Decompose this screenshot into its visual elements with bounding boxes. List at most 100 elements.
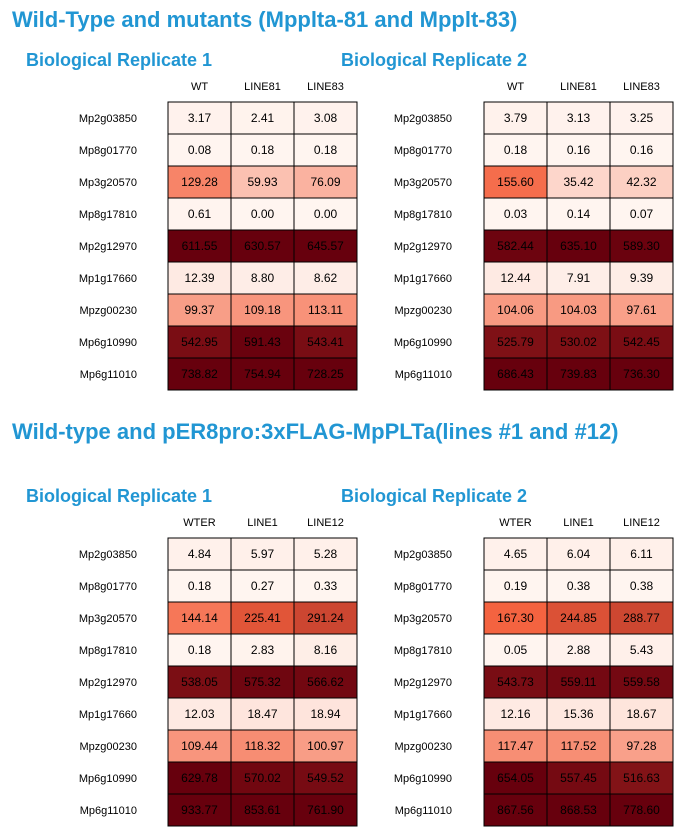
heatmap-cell	[230, 697, 295, 731]
heatmap-cell	[230, 729, 295, 763]
cell-value: 117.47	[498, 739, 534, 753]
heatmap-cell	[609, 197, 674, 231]
row-label: Mp2g03850	[79, 549, 137, 561]
heatmap-cell	[609, 537, 674, 571]
row-label: Mp8g17810	[394, 645, 452, 657]
row-label: Mpzg00230	[80, 305, 138, 317]
cell-value: 754.94	[244, 367, 281, 381]
cell-value: 738.82	[181, 367, 218, 381]
cell-value: 113.11	[308, 303, 343, 317]
heatmap-cell	[293, 761, 358, 795]
cell-value: 3.13	[567, 111, 591, 125]
cell-value: 591.43	[244, 335, 281, 349]
row-label: Mpzg00230	[395, 741, 453, 753]
heatmap-cell	[230, 197, 295, 231]
row-label: Mp8g17810	[394, 209, 452, 221]
heatmap-cell	[167, 761, 232, 795]
heatmap-cell	[293, 697, 358, 731]
cell-value: 155.60	[497, 175, 534, 189]
heatmap-cell	[546, 229, 611, 263]
cell-value: 611.55	[182, 239, 218, 253]
heatmap-cell	[546, 793, 611, 827]
column-label: WT	[507, 81, 524, 93]
cell-value: 778.60	[623, 803, 660, 817]
heatmap-cell	[293, 133, 358, 167]
heatmap-cell	[483, 665, 548, 699]
heatmap-cell	[609, 101, 674, 135]
cell-value: 118.32	[245, 739, 281, 753]
heatmap-cell	[167, 633, 232, 667]
heatmap-cell	[230, 793, 295, 827]
cell-value: 167.30	[497, 611, 534, 625]
row-label: Mp2g12970	[394, 241, 452, 253]
cell-value: 3.25	[630, 111, 654, 125]
heatmap-cell	[483, 601, 548, 635]
cell-value: 42.32	[626, 175, 656, 189]
row-label: Mp2g12970	[394, 677, 452, 689]
cell-value: 117.52	[561, 739, 597, 753]
heatmap-cell	[546, 761, 611, 795]
cell-value: 76.09	[310, 175, 340, 189]
cell-value: 0.03	[504, 207, 528, 221]
cell-value: 559.11	[561, 675, 597, 689]
heatmap-cell	[293, 229, 358, 263]
row-label: Mp8g17810	[79, 209, 137, 221]
cell-value: 15.36	[563, 707, 593, 721]
heatmap-cell	[609, 357, 674, 391]
column-label: LINE12	[623, 517, 660, 529]
heatmap-cell	[483, 569, 548, 603]
heatmap-cell	[483, 101, 548, 135]
heatmap-cell	[483, 293, 548, 327]
cell-value: 18.94	[310, 707, 340, 721]
heatmap-cell	[293, 261, 358, 295]
heatmap-cell	[546, 601, 611, 635]
cell-value: 516.63	[623, 771, 660, 785]
row-label: Mp3g20570	[79, 613, 137, 625]
cell-value: 0.00	[314, 207, 338, 221]
row-label: Mpzg00230	[395, 305, 453, 317]
cell-value: 686.43	[497, 367, 534, 381]
cell-value: 8.16	[314, 643, 338, 657]
cell-value: 559.58	[623, 675, 660, 689]
row-label: Mpzg00230	[80, 741, 138, 753]
row-label: Mp8g01770	[394, 145, 452, 157]
row-label: Mp6g11010	[80, 805, 137, 817]
column-label: WTER	[499, 517, 531, 529]
heatmap-mutants-replicate-1: WT LINE81 LINE83 Mp2g03850 3.17 2.41 3.08 Mp8g0…	[79, 81, 358, 391]
heatmap-cell	[483, 133, 548, 167]
row-label: Mp6g10990	[394, 773, 452, 785]
cell-value: 104.03	[560, 303, 597, 317]
cell-value: 549.52	[307, 771, 344, 785]
row-label: Mp6g10990	[79, 773, 137, 785]
cell-value: 867.56	[497, 803, 534, 817]
cell-value: 3.79	[504, 111, 528, 125]
cell-value: 6.04	[567, 547, 591, 561]
heatmap-lines-replicate-2: WTER LINE1 LINE12 Mp2g03850 4.65 6.04 6.11 Mp8g…	[394, 517, 674, 827]
cell-value: 0.00	[251, 207, 275, 221]
heatmap-mutants-replicate-2: WT LINE81 LINE83 Mp2g03850 3.79 3.13 3.25 Mp8g0…	[394, 81, 674, 391]
heatmap-cell	[167, 197, 232, 231]
row-label: Mp8g17810	[79, 645, 137, 657]
cell-value: 0.16	[567, 143, 591, 157]
cell-value: 2.88	[567, 643, 591, 657]
cell-value: 12.16	[500, 707, 530, 721]
cell-value: 543.41	[307, 335, 344, 349]
cell-value: 104.06	[497, 303, 534, 317]
cell-value: 542.45	[623, 335, 660, 349]
replicate-1-title-mutants: Biological Replicate 1	[26, 50, 213, 70]
column-label: WT	[191, 81, 208, 93]
cell-value: 0.18	[188, 579, 212, 593]
cell-value: 589.30	[623, 239, 660, 253]
cell-value: 9.39	[630, 271, 654, 285]
cell-value: 0.18	[314, 143, 338, 157]
column-label: LINE81	[560, 81, 597, 93]
row-label: Mp1g17660	[394, 273, 452, 285]
replicate-2-title-mutants: Biological Replicate 2	[341, 50, 528, 70]
cell-value: 0.19	[504, 579, 528, 593]
row-label: Mp6g11010	[395, 369, 452, 381]
heatmap-cell	[167, 697, 232, 731]
row-label: Mp2g03850	[394, 549, 452, 561]
cell-value: 97.61	[626, 303, 656, 317]
cell-value: 288.77	[623, 611, 660, 625]
heatmap-cell	[167, 793, 232, 827]
